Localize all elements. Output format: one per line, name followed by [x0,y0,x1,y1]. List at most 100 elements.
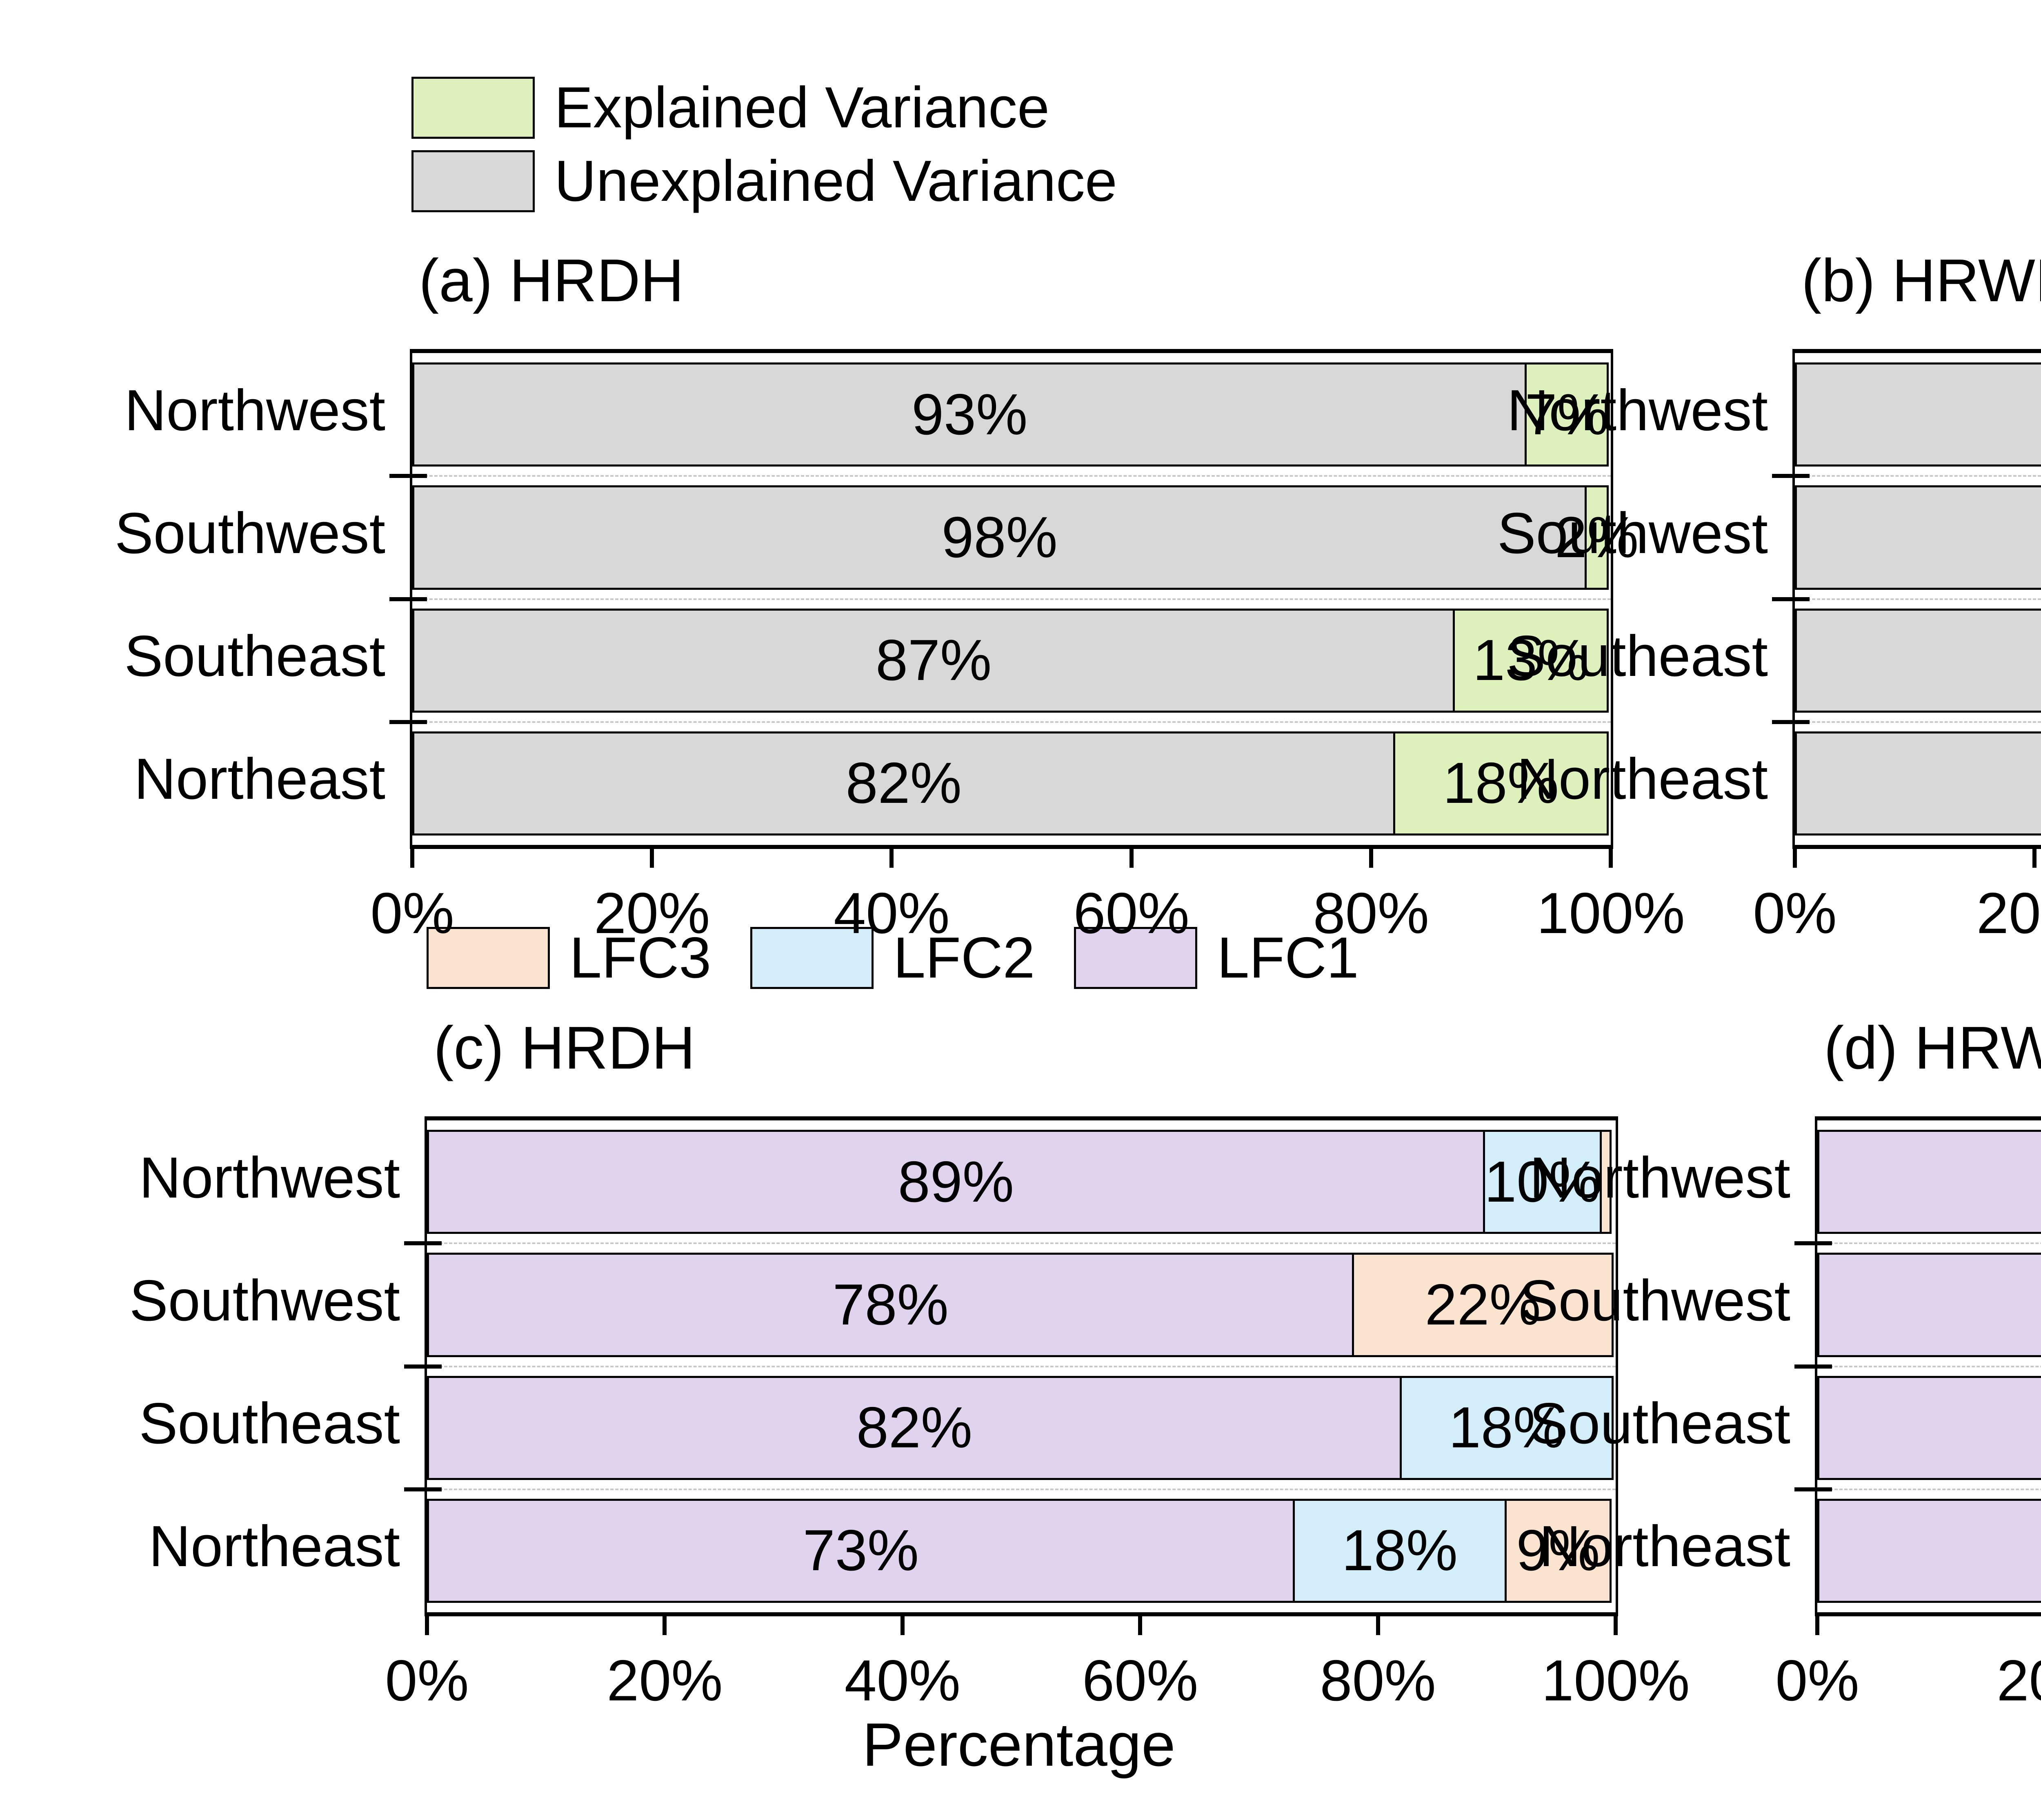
segment-value-label: 73% [803,1518,919,1583]
x-tick-label: 20% [1997,1648,2041,1713]
segment-value-label: 2% [1555,504,1639,570]
x-tick-mark [1129,849,1134,868]
category-label-northwest: Northwest [1529,1145,1790,1210]
category-label-southeast: Southeast [1507,624,1768,689]
segment-lfc1: 73% [427,1498,1295,1603]
segment-unexplained-variance: 74% [1795,362,2041,467]
panel--b-hrwh: 74%26%53%47%62%38%93%7%0%20%40%60%80%100… [1753,349,2041,946]
legend-label: LFC1 [1217,925,1359,990]
x-tick-mark [1614,1616,1618,1635]
legend-label: Explained Variance [554,75,1050,140]
category-label-southeast: Southeast [124,624,386,689]
segment-value-label: 9% [1516,1518,1600,1583]
panel--a-hrdh: 93% 7% 98% 2% 87% 13% 82% 18% 0% 20% 40% 60% 80% 100% [370,349,1685,946]
category-label-southwest: Southwest [1519,1268,1790,1333]
legend-label: LFC3 [569,925,711,990]
segment-unexplained-variance: 93% [412,362,1527,467]
x-tick-label: 20% [1976,881,2041,946]
x-tick-label: 60% [1073,881,1189,946]
y-tick-mark [1772,720,1810,724]
x-tick-label: 60% [1082,1648,1198,1713]
unexplained-variance-swatch [411,150,535,212]
panel--d-hrwh: 94%98%72%15%13%97%0%20%40%60%80%100% [1775,1116,2041,1713]
bar-row-northeast: 93%7% [1795,731,2041,836]
bar-row-southeast: 62%38% [1795,608,2041,713]
legend-item-lfc3: LFC3 [427,924,711,991]
segment-lfc1: 98% [1817,1253,2041,1357]
x-tick-label: 100% [1541,1648,1690,1713]
x-tick-mark [889,849,894,868]
segment-lfc3: 22% [1352,1253,1614,1357]
x-tick-mark [2032,849,2037,868]
bar-row-northeast: 82% 18% [412,731,1611,836]
category-label-northwest: Northwest [124,378,385,443]
legend-variance: Explained Variance Unexplained Variance [411,74,1117,221]
bar-row-southeast: 72%15%13% [1817,1376,2041,1480]
legend-label: LFC2 [893,925,1035,990]
segment-lfc2: 18% [1399,1376,1614,1480]
row-separator-gridline [420,721,1611,723]
row-separator-gridline [1825,1365,2041,1367]
segment-value-label: 89% [898,1149,1014,1214]
category-label-northeast: Northeast [1516,747,1768,812]
segment-lfc2: 18% [1292,1498,1507,1603]
segment-unexplained-variance: 98% [412,485,1587,590]
segment-value-label: 93% [912,382,1028,447]
x-tick-mark [1793,849,1797,868]
segment-explained-variance: 18% [1393,731,1609,836]
segment-explained-variance: 13% [1453,608,1609,713]
segment-value-label: 78% [832,1272,949,1337]
bar-row-southeast: 87% 13% [412,608,1611,713]
segment-value-label: 87% [876,628,992,693]
x-tick-label: 80% [1313,881,1429,946]
segment-explained-variance: 7% [1525,362,1609,467]
segment-value-label: 7% [1525,382,1609,447]
segment-value-label: 98% [941,504,1058,570]
row-separator-gridline [434,1365,1616,1367]
panel-title: (b) HRWH [1801,247,2041,314]
y-tick-mark [404,1241,442,1246]
y-tick-mark [389,720,427,724]
segment-lfc1: 97% [1817,1498,2041,1603]
category-label-northwest: Northwest [139,1145,400,1210]
legend-lfc: LFC3 LFC2 LFC1 [427,924,1359,991]
explained-variance-swatch [411,77,535,139]
segment-value-label: 18% [1341,1518,1458,1583]
segment-value-label: 18% [1448,1395,1565,1460]
lfc1-swatch [1074,927,1198,989]
legend-item-explained-variance: Explained Variance [411,74,1117,141]
x-tick-label: 40% [844,1648,960,1713]
legend-item-unexplained-variance: Unexplained Variance [411,148,1117,215]
bar-row-southeast: 82% 18% [427,1376,1616,1480]
bar-row-southwest: 98% 2% [412,485,1639,590]
panel-title: (d) HRWH [1824,1014,2041,1082]
segment-lfc1: 72% [1817,1376,2041,1480]
y-tick-mark [1772,474,1810,478]
bar-row-northeast: 97% [1817,1498,2041,1603]
bar-row-northeast: 73% 18% 9% [427,1498,1616,1603]
x-tick-label: 20% [607,1648,723,1713]
segment-value-label: 82% [856,1395,973,1460]
bar-row-northwest: 89% 10% [427,1130,1616,1234]
segment-unexplained-variance: 87% [412,608,1455,713]
bar-row-northwest: 93% 7% [412,362,1611,467]
category-label-southwest: Southwest [1497,500,1768,566]
segment-value-label: 10% [1484,1149,1601,1214]
bar-row-southwest: 98% [1817,1253,2041,1357]
category-label-northeast: Northeast [149,1514,400,1579]
x-tick-label: 0% [385,1648,469,1713]
x-tick-mark [1609,849,1613,868]
row-separator-gridline [420,475,1611,477]
panel-title: (a) HRDH [419,247,684,314]
legend-item-lfc1: LFC1 [1074,924,1359,991]
x-tick-mark [425,1616,429,1635]
x-tick-label: 80% [1320,1648,1436,1713]
row-separator-gridline [1802,475,2041,477]
segment-lfc1: 89% [427,1130,1485,1234]
segment-lfc3: 9% [1504,1498,1612,1603]
segment-unexplained-variance: 82% [412,731,1395,836]
bar-row-northwest: 74%26% [1795,362,2041,467]
category-label-northeast: Northeast [134,747,385,812]
row-separator-gridline [420,598,1611,600]
